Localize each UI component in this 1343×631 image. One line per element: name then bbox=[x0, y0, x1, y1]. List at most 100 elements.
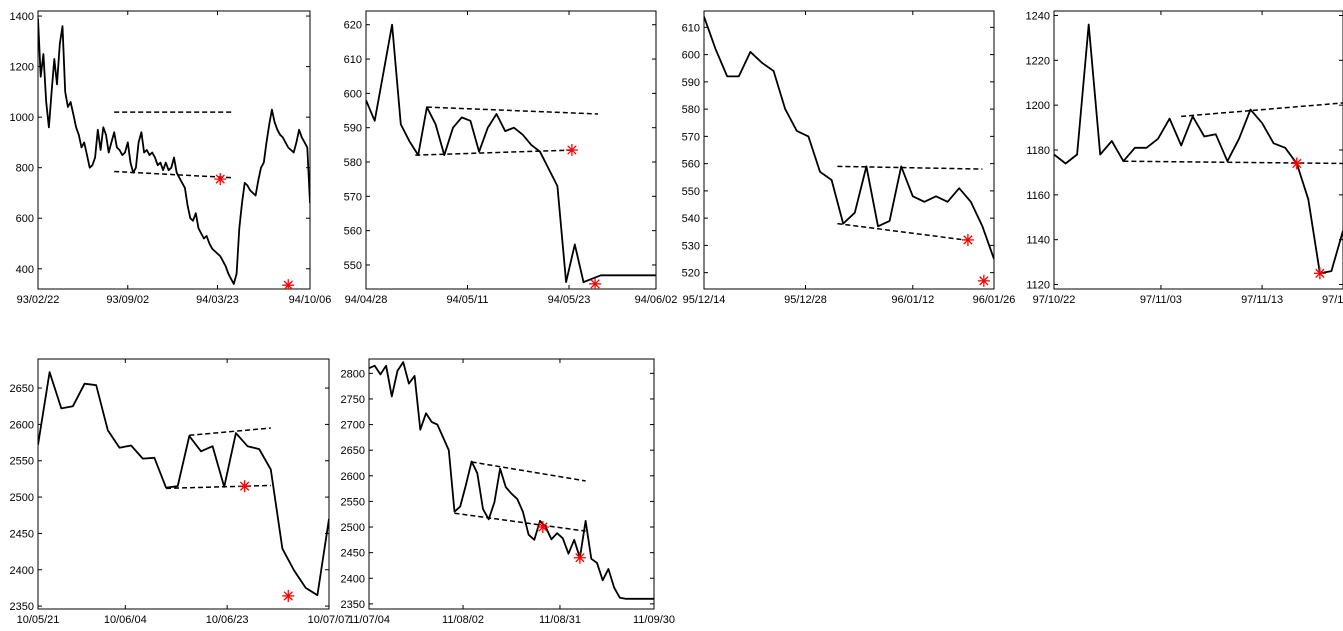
plot-frame bbox=[368, 358, 655, 610]
y-tick-label: 550 bbox=[682, 186, 700, 198]
plot-frame bbox=[37, 10, 311, 290]
event-star-marker bbox=[238, 480, 251, 493]
y-tick-label: 600 bbox=[344, 88, 362, 100]
x-tick-label: 11/08/02 bbox=[442, 614, 484, 626]
price-series-line bbox=[369, 361, 654, 600]
y-tick-label: 580 bbox=[682, 104, 700, 116]
y-tick-label: 2700 bbox=[341, 420, 365, 432]
y-tick-label: 1240 bbox=[1026, 10, 1050, 22]
y-tick-label: 1000 bbox=[10, 112, 34, 124]
plot-frame bbox=[365, 10, 657, 290]
event-star-marker bbox=[961, 233, 974, 246]
x-tick-label: 94/06/02 bbox=[635, 294, 678, 306]
chart-panel-2: 550 560 570 580 590 600 610 620 94/04/28 94/05/11… bbox=[344, 10, 678, 306]
price-series-line bbox=[38, 371, 329, 597]
boundary-dashed-line bbox=[189, 427, 271, 437]
x-tick-label: 10/06/04 bbox=[104, 614, 147, 626]
chart-panel-5: 2350 2400 2450 2500 2550 2600 2650 10/05/21 10/0… bbox=[10, 358, 351, 626]
x-tick-label: 94/05/23 bbox=[548, 294, 591, 306]
x-tick-label: 94/04/28 bbox=[345, 294, 388, 306]
plot-frame bbox=[37, 358, 330, 610]
x-tick-label: 11/08/31 bbox=[539, 614, 581, 626]
y-tick-label: 1400 bbox=[10, 11, 34, 23]
y-tick-label: 800 bbox=[16, 163, 34, 175]
y-tick-label: 2450 bbox=[341, 548, 365, 560]
y-tick-label: 2550 bbox=[10, 456, 34, 468]
plot-frame bbox=[703, 10, 995, 290]
y-tick-label: 1120 bbox=[1026, 280, 1050, 292]
y-tick-label: 1180 bbox=[1026, 145, 1050, 157]
boundary-dashed-line bbox=[1181, 102, 1343, 118]
boundary-dashed-line bbox=[1123, 160, 1343, 165]
y-tick-label: 550 bbox=[344, 260, 362, 272]
y-tick-label: 2750 bbox=[341, 394, 365, 406]
y-tick-label: 590 bbox=[344, 123, 362, 135]
y-tick-label: 2650 bbox=[10, 383, 34, 395]
x-tick-label: 97/11/13 bbox=[1241, 294, 1283, 306]
y-tick-label: 2500 bbox=[341, 522, 365, 534]
x-tick-label: 94/05/11 bbox=[446, 294, 488, 306]
x-tick-label: 10/07/07 bbox=[308, 614, 351, 626]
y-tick-label: 520 bbox=[682, 268, 700, 280]
y-tick-label: 400 bbox=[16, 264, 34, 276]
plot-area bbox=[38, 371, 329, 602]
y-tick-label: 610 bbox=[344, 54, 362, 66]
y-tick-label: 2650 bbox=[341, 445, 365, 457]
plot-frame bbox=[1053, 10, 1343, 290]
y-tick-label: 1200 bbox=[1026, 100, 1050, 112]
y-tick-label: 2800 bbox=[341, 368, 365, 380]
x-tick-label: 94/03/23 bbox=[196, 294, 239, 306]
event-star-marker bbox=[282, 279, 295, 289]
y-tick-label: 2450 bbox=[10, 528, 34, 540]
y-tick-label: 560 bbox=[344, 226, 362, 238]
event-star-marker bbox=[565, 144, 578, 156]
plot-area bbox=[366, 23, 656, 289]
event-star-marker bbox=[573, 551, 586, 564]
y-tick-label: 2350 bbox=[10, 601, 34, 613]
price-series-line bbox=[1054, 23, 1343, 275]
y-tick-label: 1160 bbox=[1026, 190, 1050, 202]
y-tick-label: 2550 bbox=[341, 496, 365, 508]
y-tick-label: 620 bbox=[344, 20, 362, 32]
plot-area bbox=[704, 16, 994, 287]
price-series-line bbox=[366, 23, 656, 284]
event-star-marker bbox=[214, 173, 227, 186]
plot-area bbox=[369, 361, 654, 600]
y-tick-label: 590 bbox=[682, 77, 700, 89]
y-tick-label: 600 bbox=[682, 50, 700, 62]
y-tick-label: 560 bbox=[682, 159, 700, 171]
boundary-dashed-line bbox=[415, 149, 575, 156]
event-star-marker bbox=[977, 274, 990, 287]
y-tick-label: 540 bbox=[682, 213, 700, 225]
plot-area bbox=[1054, 23, 1343, 280]
x-tick-label: 10/05/21 bbox=[17, 614, 60, 626]
y-tick-label: 2350 bbox=[341, 599, 365, 611]
boundary-dashed-line bbox=[837, 222, 966, 241]
y-tick-label: 1200 bbox=[10, 62, 34, 74]
boundary-dashed-line bbox=[114, 170, 234, 179]
chart-panel-3: 520 530 540 550 560 570 580 590 600 610 95/12/14 95… bbox=[682, 10, 1016, 306]
y-tick-label: 580 bbox=[344, 157, 362, 169]
y-tick-label: 610 bbox=[682, 22, 700, 34]
chart-panel-4: 1120 1140 1160 1180 1200 1220 1240 97/10/22 97/1… bbox=[1026, 10, 1343, 306]
x-tick-label: 97/11/25 bbox=[1322, 294, 1343, 306]
y-tick-label: 2600 bbox=[10, 419, 34, 431]
event-star-marker bbox=[282, 589, 295, 602]
price-series-line bbox=[38, 18, 310, 285]
y-tick-label: 2600 bbox=[341, 471, 365, 483]
x-tick-label: 97/11/03 bbox=[1140, 294, 1182, 306]
plot-area bbox=[38, 18, 310, 289]
y-tick-label: 2500 bbox=[10, 492, 34, 504]
x-tick-label: 96/01/26 bbox=[973, 294, 1016, 306]
chart-panel-6: 2350 2400 2450 2500 2550 2600 2650 2700 2750 2800… bbox=[341, 358, 675, 626]
y-tick-label: 570 bbox=[682, 131, 700, 143]
y-tick-label: 530 bbox=[682, 240, 700, 252]
x-tick-label: 97/10/22 bbox=[1033, 294, 1076, 306]
x-tick-label: 11/09/30 bbox=[633, 614, 675, 626]
x-tick-label: 93/09/02 bbox=[106, 294, 149, 306]
event-star-marker bbox=[1290, 157, 1303, 170]
boundary-dashed-line bbox=[471, 461, 586, 482]
x-tick-label: 95/12/14 bbox=[683, 294, 726, 306]
y-tick-label: 1140 bbox=[1026, 235, 1050, 247]
